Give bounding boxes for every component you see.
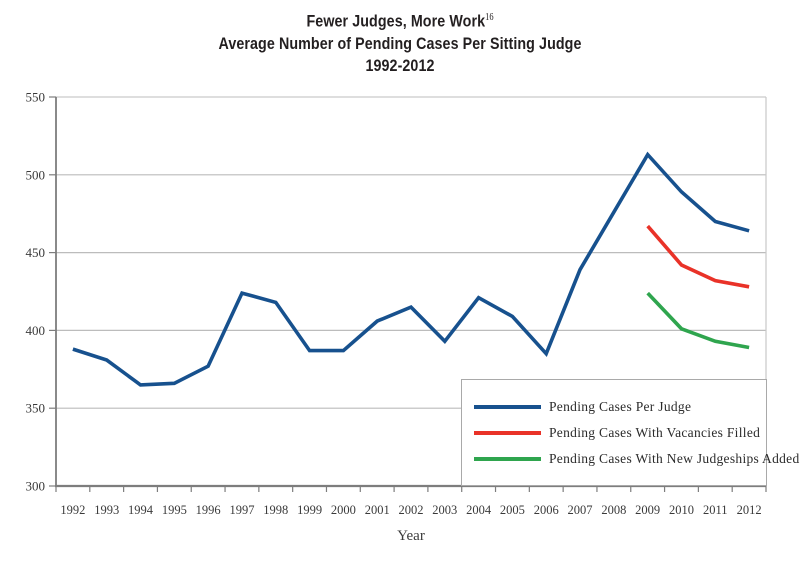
x-tick-label-2009: 2009 <box>635 503 660 517</box>
x-tick-label-2003: 2003 <box>432 503 457 517</box>
x-tick-label-1995: 1995 <box>162 503 187 517</box>
legend-label: Pending Cases Per Judge <box>549 399 692 414</box>
y-tick-labels: 300 350 400 450 500 550 <box>26 90 46 494</box>
legend: Pending Cases Per Judge Pending Cases Wi… <box>461 379 799 486</box>
y-tick-label-300: 300 <box>26 479 46 494</box>
x-tick-label-1993: 1993 <box>94 503 119 517</box>
legend-item-vacancies-filled: Pending Cases With Vacancies Filled <box>462 420 766 446</box>
x-tick-label-2010: 2010 <box>669 503 694 517</box>
legend-line-sample-red <box>474 431 541 435</box>
y-tick-label-450: 450 <box>26 245 46 260</box>
legend-item-new-judgeships-added: Pending Cases With New Judgeships Added <box>462 446 799 472</box>
legend-item-pending-cases-per-judge: Pending Cases Per Judge <box>462 394 766 420</box>
series-line-pending-cases-with-vacancies-filled <box>646 224 750 289</box>
x-tick-label-2004: 2004 <box>466 503 492 517</box>
y-gridlines <box>56 96 766 409</box>
y-tick-label-400: 400 <box>26 323 46 338</box>
x-tick-label-2006: 2006 <box>534 503 559 517</box>
chart-title-block: Fewer Judges, More Work16 Average Number… <box>0 7 800 77</box>
chart-subtitle: Average Number of Pending Cases Per Sitt… <box>218 33 582 53</box>
y-tick-label-550: 550 <box>26 90 46 105</box>
x-tick-label-1997: 1997 <box>229 503 254 517</box>
legend-line-sample-blue <box>474 405 541 409</box>
series-line-pending-cases-per-judge <box>72 151 750 387</box>
x-tick-label-2011: 2011 <box>703 503 728 517</box>
series-line-pending-cases-with-new-judgeships-added <box>646 291 750 350</box>
legend-label: Pending Cases With New Judgeships Added <box>549 451 800 466</box>
x-tick-label-1994: 1994 <box>128 503 154 517</box>
chart-date-range: 1992-2012 <box>365 55 435 75</box>
axis-ticks <box>49 96 767 492</box>
chart-title: Fewer Judges, More Work16 <box>64 7 736 33</box>
x-tick-label-1999: 1999 <box>297 503 322 517</box>
x-tick-label-2007: 2007 <box>568 503 593 517</box>
legend-line-sample-green <box>474 457 541 461</box>
chart-title-text: Fewer Judges, More Work <box>306 11 486 31</box>
x-tick-label-1992: 1992 <box>60 503 85 517</box>
y-tick-label-350: 350 <box>26 401 46 416</box>
x-tick-label-2002: 2002 <box>399 503 424 517</box>
x-tick-label-2008: 2008 <box>601 503 626 517</box>
y-tick-label-500: 500 <box>26 167 46 182</box>
x-tick-label-2001: 2001 <box>365 503 390 517</box>
x-tick-label-2005: 2005 <box>500 503 525 517</box>
x-tick-label-2012: 2012 <box>737 503 762 517</box>
legend-label: Pending Cases With Vacancies Filled <box>549 425 761 440</box>
x-tick-label-1996: 1996 <box>196 503 221 517</box>
x-tick-label-2000: 2000 <box>331 503 356 517</box>
x-tick-label-1998: 1998 <box>263 503 288 517</box>
footnote-marker: 16 <box>485 12 494 23</box>
x-tick-labels: 1992 1993 1994 1995 1996 1997 1998 1999 2000 2001… <box>60 503 761 517</box>
x-axis-title: Year <box>397 528 425 544</box>
